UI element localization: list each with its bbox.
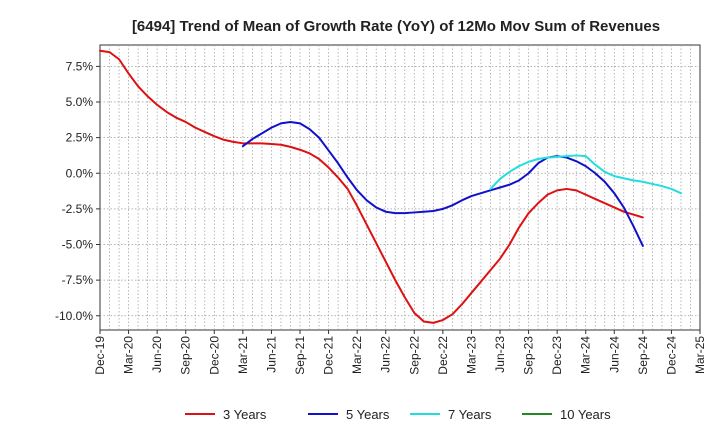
- series-layer: [99, 49, 682, 324]
- x-tick-label: Dec-23: [550, 336, 564, 375]
- x-tick-label: Jun-22: [379, 336, 393, 373]
- x-tick-label: Mar-23: [464, 336, 478, 374]
- x-tick-label: Dec-19: [93, 336, 107, 375]
- x-tick-label: Mar-21: [236, 336, 250, 374]
- legend: 3 Years 5 Years 7 Years 10 Years: [185, 407, 611, 422]
- series-line-5-years: [241, 120, 644, 247]
- y-tick-label: 7.5%: [66, 59, 94, 73]
- legend-label-7-years: 7 Years: [448, 407, 492, 422]
- x-tick-label: Dec-24: [664, 336, 678, 375]
- y-tick-label: -5.0%: [62, 238, 94, 252]
- x-tick-label: Dec-22: [436, 336, 450, 375]
- x-tick-label: Jun-20: [150, 336, 164, 373]
- y-tick-label: -10.0%: [55, 309, 93, 323]
- x-tick-label: Jun-23: [493, 336, 507, 373]
- legend-label-10-years: 10 Years: [560, 407, 611, 422]
- x-tick-label: Jun-24: [607, 336, 621, 373]
- x-tick-label: Sep-21: [293, 336, 307, 375]
- x-tick-label: Mar-24: [579, 336, 593, 374]
- x-tick-label: Mar-25: [693, 336, 707, 374]
- x-tick-label: Mar-22: [350, 336, 364, 374]
- y-tick-label: 5.0%: [66, 95, 94, 109]
- x-tick-label: Dec-20: [207, 336, 221, 375]
- y-tick-label: 2.5%: [66, 131, 94, 145]
- x-tick-label: Jun-21: [264, 336, 278, 373]
- x-axis: Dec-19 Mar-20 Jun-20 Sep-20 Dec-20 Mar-21 Jun-…: [93, 330, 707, 375]
- x-tick-label: Sep-20: [179, 336, 193, 375]
- y-tick-label: -2.5%: [62, 202, 94, 216]
- series-line-3-years: [99, 49, 644, 324]
- y-tick-label: 0.0%: [66, 166, 94, 180]
- plot-area: [99, 44, 701, 331]
- chart-title: [6494] Trend of Mean of Growth Rate (YoY…: [132, 18, 660, 35]
- x-tick-label: Sep-24: [636, 336, 650, 375]
- x-tick-label: Sep-22: [407, 336, 421, 375]
- legend-label-3-years: 3 Years: [223, 407, 267, 422]
- x-tick-label: Dec-21: [322, 336, 336, 375]
- y-tick-label: -7.5%: [62, 273, 94, 287]
- x-tick-label: Sep-23: [522, 336, 536, 375]
- y-axis: 7.5% 5.0% 2.5% 0.0% -2.5% -5.0% -7.5% -10.0%: [55, 59, 100, 323]
- x-tick-label: Mar-20: [122, 336, 136, 374]
- series-line-7-years: [489, 154, 682, 195]
- legend-label-5-years: 5 Years: [346, 407, 390, 422]
